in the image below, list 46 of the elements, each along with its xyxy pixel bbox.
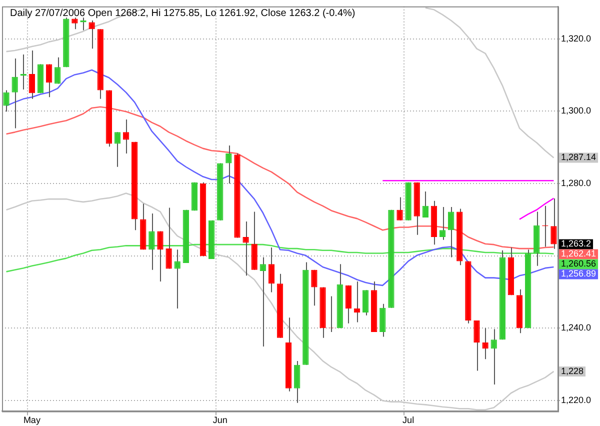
data-label: 1,262.41 (561, 248, 596, 259)
candlestick (226, 145, 232, 184)
candlestick (550, 198, 557, 250)
candlestick (12, 58, 18, 129)
data-label: 1,260.56 (561, 258, 596, 269)
candlestick (54, 56, 61, 84)
candlestick (174, 249, 180, 310)
candlestick (268, 246, 275, 293)
candlestick (474, 320, 480, 372)
y-tick-label: 1,240.0 (561, 322, 592, 333)
candlestick (114, 132, 121, 168)
x-tick-label: May (23, 415, 41, 426)
text: 1,263.2 (561, 238, 592, 249)
candlestick (482, 328, 488, 360)
candlestick (448, 206, 454, 258)
y-tick-label: 1,220.0 (561, 394, 592, 405)
candlestick (3, 90, 10, 112)
candlestick (72, 17, 78, 30)
candlestick (380, 303, 386, 338)
x-tick-label: Jul (402, 415, 414, 426)
candlestick (439, 206, 446, 240)
candlestick (46, 64, 52, 98)
data-label: 1,228 (561, 366, 584, 376)
candlestick (122, 119, 130, 154)
candlestick (362, 290, 369, 316)
candlestick (88, 20, 95, 50)
y-tick-label: 1,320.0 (561, 33, 592, 44)
candlestick (242, 220, 249, 276)
candlestick (260, 256, 266, 348)
candlestick (354, 280, 360, 323)
candlestick (294, 360, 300, 404)
data-label: 1,256.89 (561, 268, 596, 279)
data-label: 1,287.14 (561, 152, 596, 162)
y-tick-label: 1,300.0 (561, 106, 592, 116)
candlestick (148, 213, 155, 270)
candlestick (345, 284, 352, 324)
candlestick (422, 190, 428, 218)
candlestick (311, 269, 318, 306)
chart-title: Daily 27/07/2006 Open 1268.2, Hi 1275.85, Lo 1261.92, Close 1263.2 (-0.4%) (10, 8, 356, 20)
x-tick-label: Jun (212, 415, 228, 426)
candlestick (28, 50, 36, 100)
candlestick (396, 196, 403, 221)
candlestick (157, 230, 164, 282)
candlestick (166, 207, 172, 270)
candlestick (490, 328, 497, 385)
y-tick-label: 1,280.0 (561, 178, 592, 188)
